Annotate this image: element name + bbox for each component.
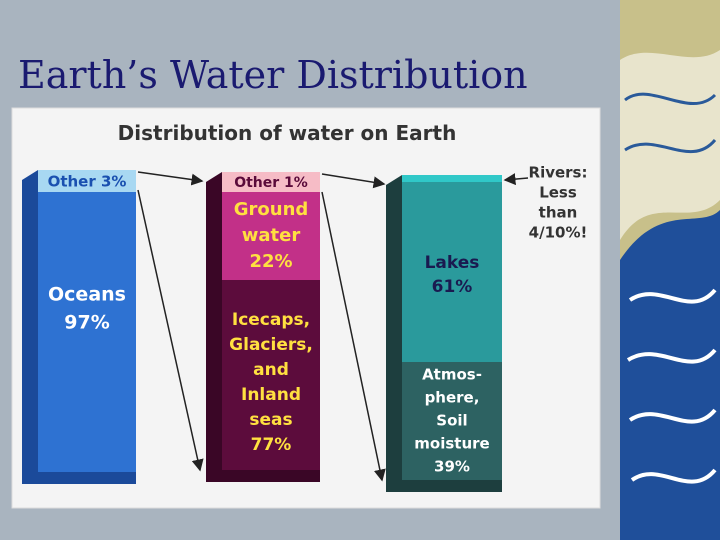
segment-label: Inland: [241, 385, 301, 405]
segment-label: water: [242, 225, 301, 246]
arrows: [137, 171, 529, 482]
segment: [402, 175, 502, 182]
segment-label: 97%: [64, 312, 109, 334]
annotation: Less: [539, 184, 577, 202]
segment-label: moisture: [414, 435, 489, 453]
segment: [38, 170, 136, 192]
segment-label: Other 3%: [48, 173, 127, 191]
segment-label: Lakes: [425, 253, 480, 273]
annotation: 4/10%!: [529, 224, 588, 242]
segment-label: Oceans: [48, 284, 126, 306]
column-shadow: [206, 172, 222, 482]
column-base: [22, 472, 136, 484]
segment-label: 77%: [251, 435, 292, 455]
segment: [222, 172, 320, 192]
annotation: than: [539, 204, 578, 222]
segment-label: 39%: [434, 458, 470, 476]
segment-label: Other 1%: [234, 175, 308, 191]
segment-label: seas: [249, 410, 292, 430]
column-shadow: [386, 175, 402, 492]
segment-label: Atmos-: [422, 366, 482, 384]
segment: [222, 280, 320, 470]
segment: [402, 362, 502, 480]
figure-title: Distribution of water on Earth: [118, 121, 457, 145]
slide-title: Earth’s Water Distribution: [18, 53, 528, 97]
segment-label: 61%: [432, 277, 473, 297]
column-shadow: [22, 170, 38, 484]
segment-label: Ground: [234, 199, 309, 220]
segment-label: Icecaps,: [232, 310, 310, 330]
wave-decoration: [620, 0, 720, 540]
annotation: Rivers:: [529, 164, 588, 182]
segment: [222, 192, 320, 280]
segment-label: Glaciers,: [229, 335, 313, 355]
segment-label: phere,: [425, 389, 480, 407]
segment: [38, 192, 136, 472]
segment: [402, 182, 502, 362]
column-base: [386, 480, 502, 492]
column-base: [206, 470, 320, 482]
segment-label: 22%: [249, 251, 292, 272]
segment-label: and: [253, 360, 289, 380]
segment-label: Soil: [436, 412, 467, 430]
